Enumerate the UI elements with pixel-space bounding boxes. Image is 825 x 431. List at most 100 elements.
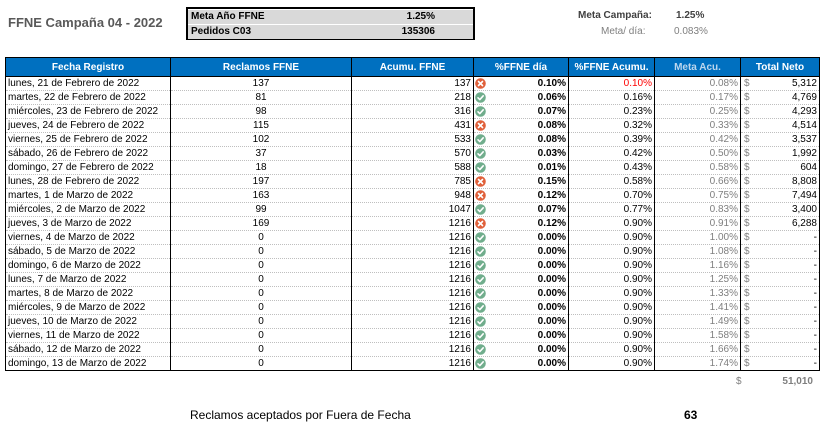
cell-pct-acum[interactable]: 0.90% (568, 328, 655, 343)
cell-acum[interactable]: 316 (351, 104, 474, 119)
cell-total-neto[interactable]: $ - (740, 230, 820, 245)
cell-reclamos[interactable]: 0 (170, 286, 352, 301)
cell-reclamos[interactable]: 0 (170, 314, 352, 329)
cell-fecha[interactable]: domingo, 27 de Febrero de 2022 (5, 160, 171, 175)
cell-reclamos[interactable]: 0 (170, 258, 352, 273)
cell-meta-acu[interactable]: 0.83% (654, 202, 741, 217)
cell-total-neto[interactable]: $ - (740, 314, 820, 329)
cell-acum[interactable]: 1216 (351, 216, 474, 231)
cell-total-neto[interactable]: $5,312 (740, 76, 820, 91)
cell-meta-acu[interactable]: 1.25% (654, 272, 741, 287)
cell-fecha[interactable]: martes, 8 de Marzo de 2022 (5, 286, 171, 301)
cell-total-neto[interactable]: $3,537 (740, 132, 820, 147)
cell-total-neto[interactable]: $7,494 (740, 188, 820, 203)
cell-acum[interactable]: 948 (351, 188, 474, 203)
cell-meta-acu[interactable]: 1.00% (654, 230, 741, 245)
cell-pct-dia[interactable]: 0.00% (473, 356, 569, 371)
cell-total-neto[interactable]: $ - (740, 258, 820, 273)
cell-meta-acu[interactable]: 0.08% (654, 76, 741, 91)
cell-pct-acum[interactable]: 0.90% (568, 342, 655, 357)
cell-total-neto[interactable]: $8,808 (740, 174, 820, 189)
cell-acum[interactable]: 1216 (351, 230, 474, 245)
cell-pct-acum[interactable]: 0.58% (568, 174, 655, 189)
cell-fecha[interactable]: viernes, 4 de Marzo de 2022 (5, 230, 171, 245)
cell-pct-dia[interactable]: 0.03% (473, 146, 569, 161)
cell-fecha[interactable]: domingo, 6 de Marzo de 2022 (5, 258, 171, 273)
cell-pct-acum[interactable]: 0.43% (568, 160, 655, 175)
cell-meta-acu[interactable]: 0.25% (654, 104, 741, 119)
cell-meta-acu[interactable]: 0.42% (654, 132, 741, 147)
cell-pct-acum[interactable]: 0.77% (568, 202, 655, 217)
cell-fecha[interactable]: lunes, 21 de Febrero de 2022 (5, 76, 171, 91)
cell-fecha[interactable]: sábado, 12 de Marzo de 2022 (5, 342, 171, 357)
cell-pct-acum[interactable]: 0.39% (568, 132, 655, 147)
cell-total-neto[interactable]: $1,992 (740, 146, 820, 161)
cell-fecha[interactable]: miércoles, 9 de Marzo de 2022 (5, 300, 171, 315)
cell-pct-dia[interactable]: 0.00% (473, 272, 569, 287)
cell-meta-acu[interactable]: 0.75% (654, 188, 741, 203)
cell-pct-dia[interactable]: 0.10% (473, 76, 569, 91)
cell-acum[interactable]: 431 (351, 118, 474, 133)
cell-reclamos[interactable]: 0 (170, 230, 352, 245)
cell-acum[interactable]: 1216 (351, 286, 474, 301)
cell-meta-acu[interactable]: 0.17% (654, 90, 741, 105)
cell-total-neto[interactable]: $6,288 (740, 216, 820, 231)
cell-reclamos[interactable]: 37 (170, 146, 352, 161)
cell-meta-acu[interactable]: 0.66% (654, 174, 741, 189)
cell-pct-acum[interactable]: 0.32% (568, 118, 655, 133)
meta-ano-row[interactable]: Meta Año FFNE 1.25% (188, 10, 473, 24)
header-meta-acu[interactable]: Meta Acu. (654, 57, 741, 77)
cell-acum[interactable]: 218 (351, 90, 474, 105)
cell-reclamos[interactable]: 163 (170, 188, 352, 203)
cell-pct-acum[interactable]: 0.90% (568, 258, 655, 273)
meta-campana-value[interactable]: 1.25% (676, 10, 705, 21)
cell-pct-acum[interactable]: 0.90% (568, 230, 655, 245)
cell-fecha[interactable]: sábado, 5 de Marzo de 2022 (5, 244, 171, 259)
cell-pct-dia[interactable]: 0.00% (473, 342, 569, 357)
cell-acum[interactable]: 1216 (351, 258, 474, 273)
cell-reclamos[interactable]: 18 (170, 160, 352, 175)
cell-fecha[interactable]: martes, 22 de Febrero de 2022 (5, 90, 171, 105)
cell-total-neto[interactable]: $4,293 (740, 104, 820, 119)
cell-meta-acu[interactable]: 0.33% (654, 118, 741, 133)
cell-fecha[interactable]: viernes, 25 de Febrero de 2022 (5, 132, 171, 147)
cell-reclamos[interactable]: 99 (170, 202, 352, 217)
cell-pct-dia[interactable]: 0.00% (473, 258, 569, 273)
header-acum[interactable]: Acumu. FFNE (351, 57, 474, 77)
cell-pct-acum[interactable]: 0.90% (568, 314, 655, 329)
cell-total-neto[interactable]: $ - (740, 300, 820, 315)
cell-fecha[interactable]: miércoles, 2 de Marzo de 2022 (5, 202, 171, 217)
cell-acum[interactable]: 1216 (351, 314, 474, 329)
cell-acum[interactable]: 1047 (351, 202, 474, 217)
cell-acum[interactable]: 785 (351, 174, 474, 189)
cell-fecha[interactable]: jueves, 24 de Febrero de 2022 (5, 118, 171, 133)
cell-fecha[interactable]: lunes, 28 de Febrero de 2022 (5, 174, 171, 189)
cell-pct-dia[interactable]: 0.12% (473, 216, 569, 231)
cell-acum[interactable]: 1216 (351, 356, 474, 371)
cell-fecha[interactable]: martes, 1 de Marzo de 2022 (5, 188, 171, 203)
cell-meta-acu[interactable]: 1.08% (654, 244, 741, 259)
cell-fecha[interactable]: lunes, 7 de Marzo de 2022 (5, 272, 171, 287)
cell-reclamos[interactable]: 0 (170, 272, 352, 287)
cell-pct-dia[interactable]: 0.08% (473, 118, 569, 133)
cell-reclamos[interactable]: 0 (170, 342, 352, 357)
cell-fecha[interactable]: jueves, 10 de Marzo de 2022 (5, 314, 171, 329)
cell-pct-dia[interactable]: 0.07% (473, 202, 569, 217)
cell-total-neto[interactable]: $4,769 (740, 90, 820, 105)
cell-reclamos[interactable]: 98 (170, 104, 352, 119)
header-fecha[interactable]: Fecha Registro (5, 57, 171, 77)
cell-pct-dia[interactable]: 0.15% (473, 174, 569, 189)
cell-pct-acum[interactable]: 0.23% (568, 104, 655, 119)
cell-total-neto[interactable]: $3,400 (740, 202, 820, 217)
cell-reclamos[interactable]: 169 (170, 216, 352, 231)
cell-meta-acu[interactable]: 1.66% (654, 342, 741, 357)
cell-acum[interactable]: 588 (351, 160, 474, 175)
cell-reclamos[interactable]: 0 (170, 300, 352, 315)
cell-pct-dia[interactable]: 0.08% (473, 132, 569, 147)
cell-pct-dia[interactable]: 0.07% (473, 104, 569, 119)
cell-meta-acu[interactable]: 1.58% (654, 328, 741, 343)
cell-reclamos[interactable]: 0 (170, 244, 352, 259)
cell-acum[interactable]: 570 (351, 146, 474, 161)
cell-reclamos[interactable]: 0 (170, 356, 352, 371)
cell-total-neto[interactable]: $ - (740, 356, 820, 371)
